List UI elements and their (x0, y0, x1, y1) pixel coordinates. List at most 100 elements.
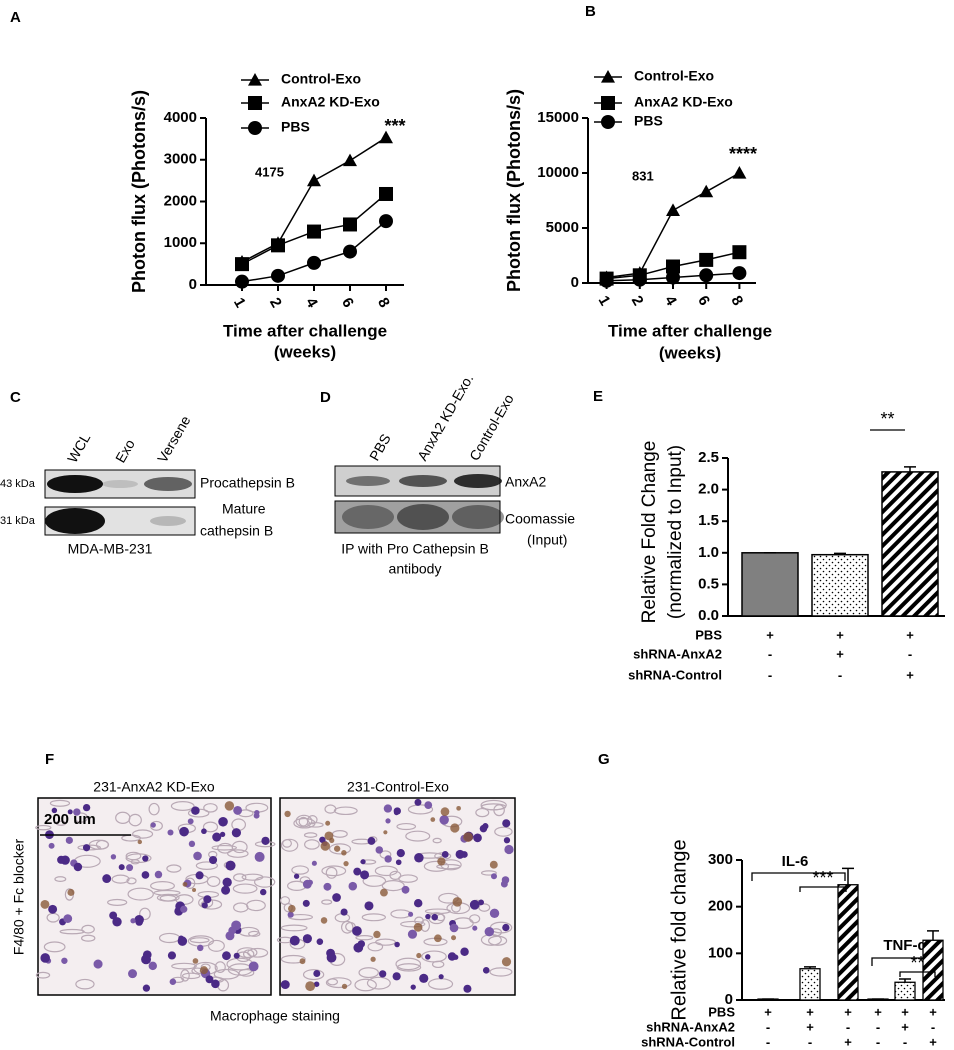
tissue (375, 938, 396, 946)
annotation: **** (729, 144, 757, 164)
y-tick-label: 5000 (546, 219, 579, 236)
y-tick-label: 1.5 (698, 512, 719, 529)
band (47, 475, 103, 493)
tissue (469, 914, 481, 924)
marker (632, 272, 647, 287)
y-axis-label: Relative fold change (668, 839, 690, 1020)
condition-label: shRNA-AnxA2 (633, 646, 722, 661)
marker (699, 184, 714, 198)
condition-sign: - (768, 646, 772, 661)
group-label: TNF-α (883, 937, 927, 954)
nucleus (453, 954, 459, 960)
tissue (43, 941, 66, 953)
nucleus (205, 975, 214, 984)
x-tick-label: 4 (661, 293, 680, 309)
nucleus (231, 828, 242, 838)
nucleus (414, 798, 422, 806)
significance-label: ** (880, 409, 894, 429)
y-tick-label: 0 (725, 991, 733, 1008)
error-bar (842, 867, 854, 885)
y-axis-label: Photon flux (Photons/s) (129, 90, 149, 293)
tissue (126, 877, 137, 885)
band (454, 474, 502, 488)
condition-sign: - (903, 1034, 907, 1049)
tissue (280, 924, 308, 932)
tissue (405, 830, 431, 842)
panel-letter: F (45, 751, 54, 768)
marker (666, 259, 680, 274)
band (150, 516, 186, 526)
nucleus (302, 934, 312, 944)
condition-sign: + (929, 1034, 937, 1049)
marker (732, 245, 747, 260)
legend-label: PBS (281, 119, 310, 135)
nucleus (208, 855, 218, 865)
nucleus (289, 935, 300, 946)
marker (343, 153, 357, 167)
marker (271, 268, 285, 283)
nucleus (307, 879, 313, 886)
condition-sign: + (844, 1004, 852, 1019)
tissue (107, 898, 128, 906)
condition-sign: + (906, 667, 914, 682)
x-tick-label: 6 (338, 295, 357, 311)
nucleus (82, 844, 91, 852)
tissue (242, 949, 255, 959)
tissue (202, 821, 219, 833)
tissue (121, 834, 142, 842)
marker (601, 70, 615, 83)
lane-label: WCL (64, 430, 94, 465)
tissue (231, 840, 248, 854)
bar (922, 939, 944, 1001)
condition-sign: + (901, 1019, 909, 1034)
annotation: 4175 (255, 164, 284, 179)
nucleus (332, 893, 341, 902)
nucleus (348, 881, 358, 891)
tissue (424, 908, 451, 915)
tissue (304, 839, 320, 850)
stain (341, 983, 348, 990)
condition-sign: + (836, 646, 844, 661)
tissue (213, 968, 240, 980)
condition-sign: - (846, 1019, 850, 1034)
nucleus (502, 819, 511, 828)
tissue (303, 832, 318, 838)
band (399, 475, 447, 487)
lane-label: Exo (112, 436, 138, 465)
tissue (295, 814, 313, 828)
nucleus (316, 938, 324, 945)
nucleus (112, 917, 122, 927)
nucleus (379, 970, 387, 978)
condition-sign: + (764, 1004, 772, 1019)
y-axis-label: Photon flux (Photons/s) (504, 89, 524, 292)
nucleus (260, 888, 267, 896)
condition-sign: + (806, 1019, 814, 1034)
condition-label: shRNA-Control (628, 667, 722, 682)
tissue (35, 971, 51, 979)
nucleus (203, 895, 212, 904)
condition-sign: - (931, 1019, 935, 1034)
tissue (189, 937, 210, 944)
nucleus (191, 806, 200, 815)
nucleus (401, 885, 410, 894)
tissue (49, 799, 71, 807)
nucleus (48, 842, 55, 849)
condition-sign: + (766, 627, 774, 642)
stain (199, 966, 209, 975)
tissue (432, 837, 442, 844)
y-tick-label: 0 (571, 274, 579, 291)
condition-sign: + (836, 627, 844, 642)
nucleus (503, 837, 511, 844)
nucleus (484, 926, 495, 937)
condition-sign: - (876, 1034, 880, 1049)
tissue (214, 961, 226, 973)
condition-label: shRNA-Control (641, 1034, 735, 1049)
condition-label: PBS (708, 1004, 735, 1019)
nucleus (225, 860, 236, 871)
y-tick-label: 10000 (537, 164, 579, 181)
significance-line (799, 886, 847, 892)
y-axis-label: Relative Fold Change (639, 441, 660, 624)
y-tick-label: 0.5 (698, 575, 719, 592)
stain (379, 888, 388, 897)
bar (811, 553, 869, 617)
